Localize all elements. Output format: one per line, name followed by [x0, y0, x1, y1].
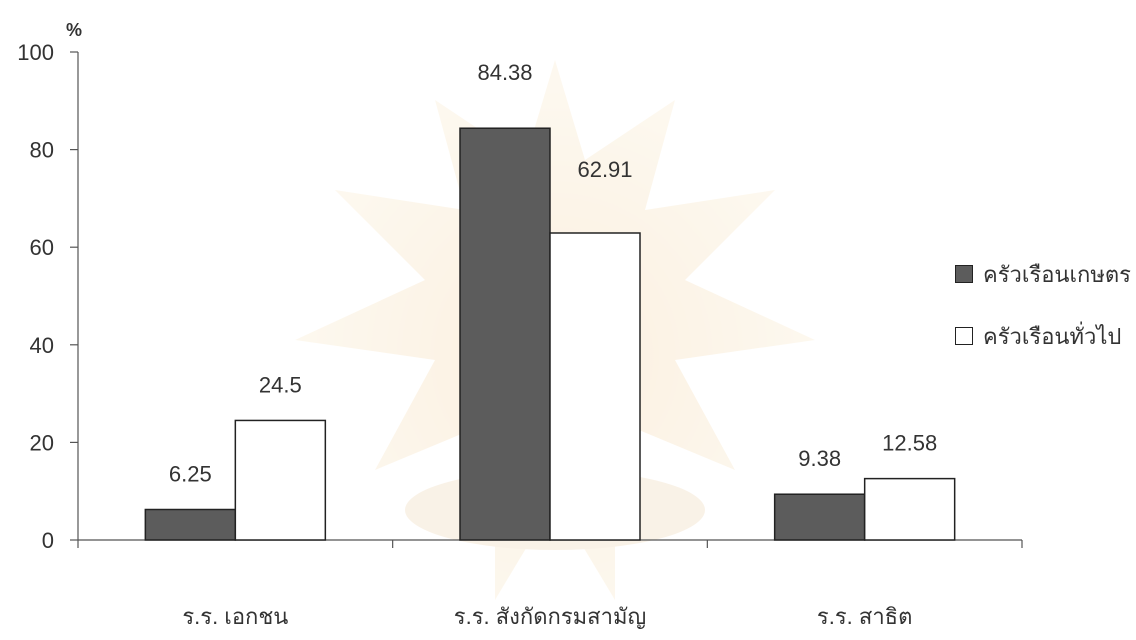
- legend-item-series-1: ครัวเรือนเกษตร: [955, 258, 1131, 290]
- bar-general-2: [863, 477, 956, 541]
- data-label-1-1: 62.91: [577, 157, 632, 182]
- data-label-0-1: 84.38: [477, 60, 532, 85]
- legend-label-series-2: ครัวเรือนทั่วไป: [983, 323, 1122, 349]
- data-label-0-2: 9.38: [798, 446, 841, 471]
- y-axis-label: %: [66, 20, 82, 40]
- bar-agri-2: [773, 493, 866, 541]
- x-tick-label-2: ร.ร. สาธิต: [817, 604, 912, 629]
- bar-general-1: [549, 232, 641, 541]
- x-tick-label-0: ร.ร. เอกชน: [182, 604, 288, 629]
- legend-label-series-1: ครัวเรือนเกษตร: [983, 261, 1131, 287]
- chart-bars: [144, 127, 956, 541]
- y-tick-label-0: 0: [42, 528, 54, 553]
- bar-agri-0: [144, 508, 237, 541]
- legend-item-series-2: ครัวเรือนทั่วไป: [955, 320, 1131, 352]
- bar-agri-1: [459, 127, 551, 541]
- legend-swatch-light: [955, 327, 973, 345]
- chart-legend: ครัวเรือนเกษตร ครัวเรือนทั่วไป: [955, 258, 1131, 382]
- legend-swatch-dark: [955, 265, 973, 283]
- bar-general-0: [234, 419, 327, 541]
- data-label-0-0: 6.25: [169, 462, 212, 487]
- data-label-1-2: 12.58: [882, 431, 937, 456]
- chart-labels: 6.25 24.5 ร.ร. เอกชน 84.38 62.91 ร.ร. สังกัดก…: [169, 60, 937, 629]
- data-label-1-0: 24.5: [259, 372, 302, 397]
- x-tick-label-1: ร.ร. สังกัดกรมสามัญ: [454, 604, 646, 629]
- y-tick-label-20: 20: [30, 430, 54, 455]
- y-tick-label-60: 60: [30, 235, 54, 260]
- y-tick-label-100: 100: [17, 40, 54, 65]
- y-tick-label-40: 40: [30, 333, 54, 358]
- chart-axes: 0 20 40 60 80 100%: [17, 20, 1023, 553]
- y-tick-label-80: 80: [30, 138, 54, 163]
